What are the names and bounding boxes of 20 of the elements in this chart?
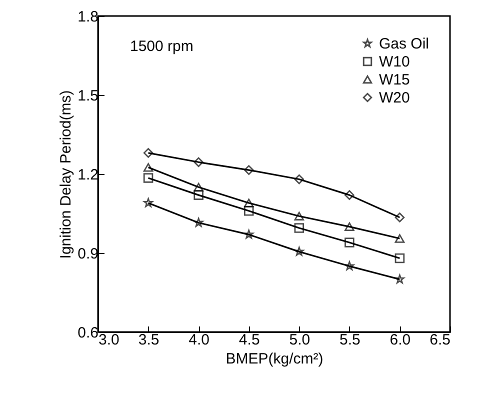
x-tick-label: 5.5 — [340, 332, 360, 348]
x-tick-label: 5.0 — [289, 332, 310, 348]
legend-label: W15 — [379, 72, 410, 88]
x-axis-title: BMEP(kg/cm²) — [226, 350, 324, 368]
y-tick-label: 0.9 — [78, 246, 98, 262]
x-tick-label: 6.0 — [390, 332, 411, 348]
legend-label: Gas Oil — [379, 36, 430, 52]
y-tick-label: 0.6 — [78, 324, 98, 342]
legend-label: W20 — [379, 90, 410, 106]
y-axis-title: Ignition Delay Period(ms) — [58, 90, 75, 259]
annotation: 1500 rpm — [130, 38, 194, 55]
y-tick-label: 1.2 — [78, 166, 98, 184]
legend-label: W10 — [379, 54, 410, 70]
y-tick-label: 1.8 — [78, 8, 98, 26]
y-tick-label: 1.5 — [78, 88, 98, 104]
x-tick-label: 3.0 — [98, 332, 120, 348]
x-tick-label: 6.5 — [430, 332, 450, 348]
x-tick-label: 4.5 — [238, 332, 260, 348]
x-tick-label: 3.5 — [138, 332, 160, 348]
x-tick-label: 4.0 — [188, 332, 210, 348]
